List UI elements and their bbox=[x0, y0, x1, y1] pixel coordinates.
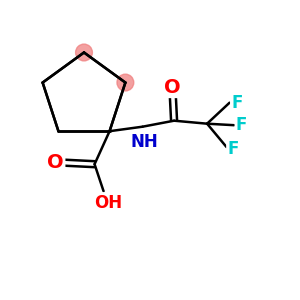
Text: F: F bbox=[236, 116, 247, 134]
Circle shape bbox=[117, 74, 134, 91]
Text: F: F bbox=[227, 140, 239, 158]
Text: O: O bbox=[164, 78, 181, 97]
Text: OH: OH bbox=[94, 194, 122, 211]
Circle shape bbox=[76, 44, 92, 61]
Text: NH: NH bbox=[130, 133, 158, 151]
Text: O: O bbox=[47, 153, 64, 172]
Text: F: F bbox=[231, 94, 243, 112]
